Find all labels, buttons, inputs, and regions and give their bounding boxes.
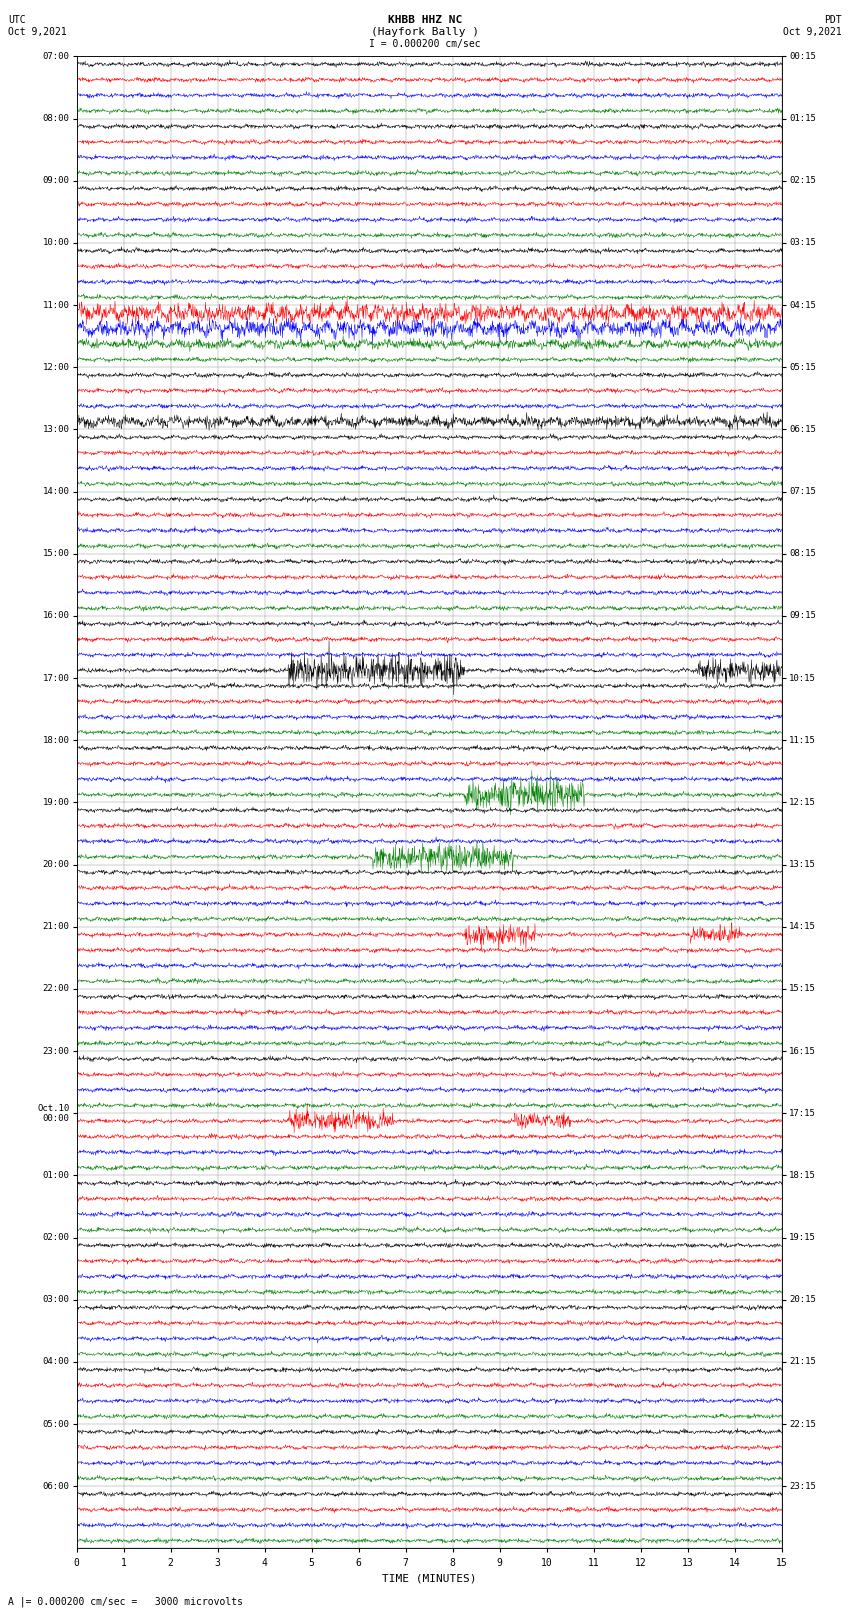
Text: PDT: PDT <box>824 15 842 24</box>
Text: Oct 9,2021: Oct 9,2021 <box>783 27 842 37</box>
Text: (Hayfork Bally ): (Hayfork Bally ) <box>371 27 479 37</box>
Text: I = 0.000200 cm/sec: I = 0.000200 cm/sec <box>369 39 481 48</box>
Text: Oct 9,2021: Oct 9,2021 <box>8 27 67 37</box>
X-axis label: TIME (MINUTES): TIME (MINUTES) <box>382 1573 477 1582</box>
Text: A |= 0.000200 cm/sec =   3000 microvolts: A |= 0.000200 cm/sec = 3000 microvolts <box>8 1595 243 1607</box>
Text: KHBB HHZ NC: KHBB HHZ NC <box>388 15 462 24</box>
Text: UTC: UTC <box>8 15 26 24</box>
